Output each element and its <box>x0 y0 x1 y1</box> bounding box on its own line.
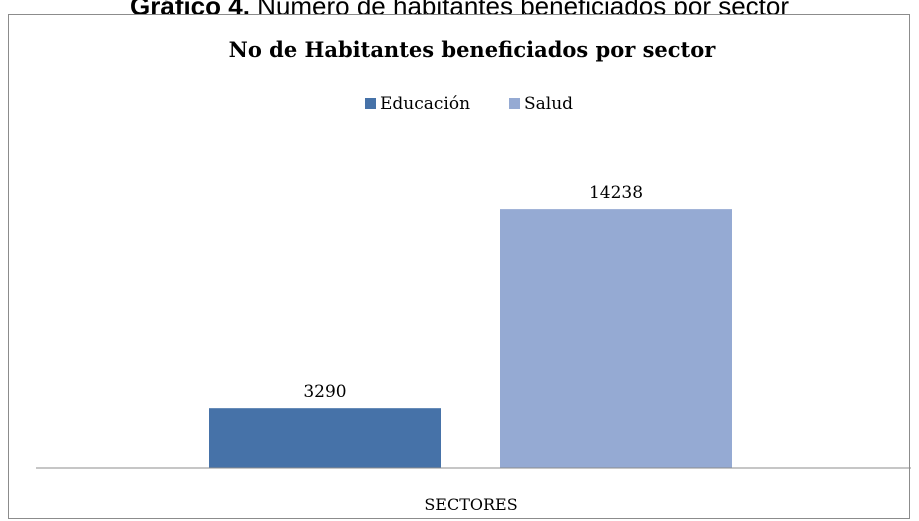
legend: Educación Salud <box>365 94 573 114</box>
legend-swatch-salud <box>509 98 520 109</box>
chart-frame: No de Habitantes beneficiados por sector… <box>8 14 911 519</box>
legend-label-salud: Salud <box>524 94 573 114</box>
legend-swatch-educacion <box>365 98 376 109</box>
legend-label-educacion: Educación <box>380 94 470 114</box>
x-axis-label: SECTORES <box>424 495 517 514</box>
data-label-salud: 14238 <box>589 183 643 203</box>
bar-educacion <box>209 408 441 468</box>
data-label-educacion: 3290 <box>303 382 346 402</box>
plot-area: 3290 14238 <box>209 183 732 469</box>
bar-salud <box>500 209 732 469</box>
chart-title: No de Habitantes beneficiados por sector <box>229 37 717 62</box>
bar-chart: No de Habitantes beneficiados por sector… <box>36 37 911 514</box>
